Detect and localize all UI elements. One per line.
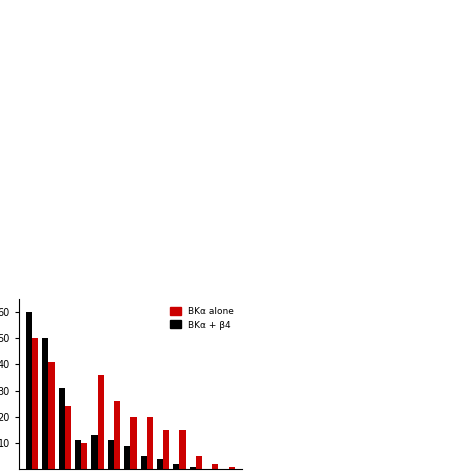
Bar [81,443,87,469]
Bar [157,459,163,469]
Bar [173,464,180,469]
Bar [98,375,104,469]
Bar [140,456,147,469]
Bar [32,338,38,469]
Bar [228,466,235,469]
Bar [108,440,114,469]
Bar [212,464,219,469]
Bar [124,446,130,469]
Bar [114,401,120,469]
Bar [75,440,81,469]
Bar [190,466,196,469]
Bar [48,362,55,469]
Bar [42,338,48,469]
Bar [59,388,65,469]
Bar [180,430,186,469]
Bar [163,430,169,469]
Bar [147,417,153,469]
Bar [196,456,202,469]
Bar [130,417,137,469]
Bar [26,312,32,469]
Bar [91,435,98,469]
Bar [65,406,71,469]
Legend: BKα alone, BKα + β4: BKα alone, BKα + β4 [166,303,237,333]
